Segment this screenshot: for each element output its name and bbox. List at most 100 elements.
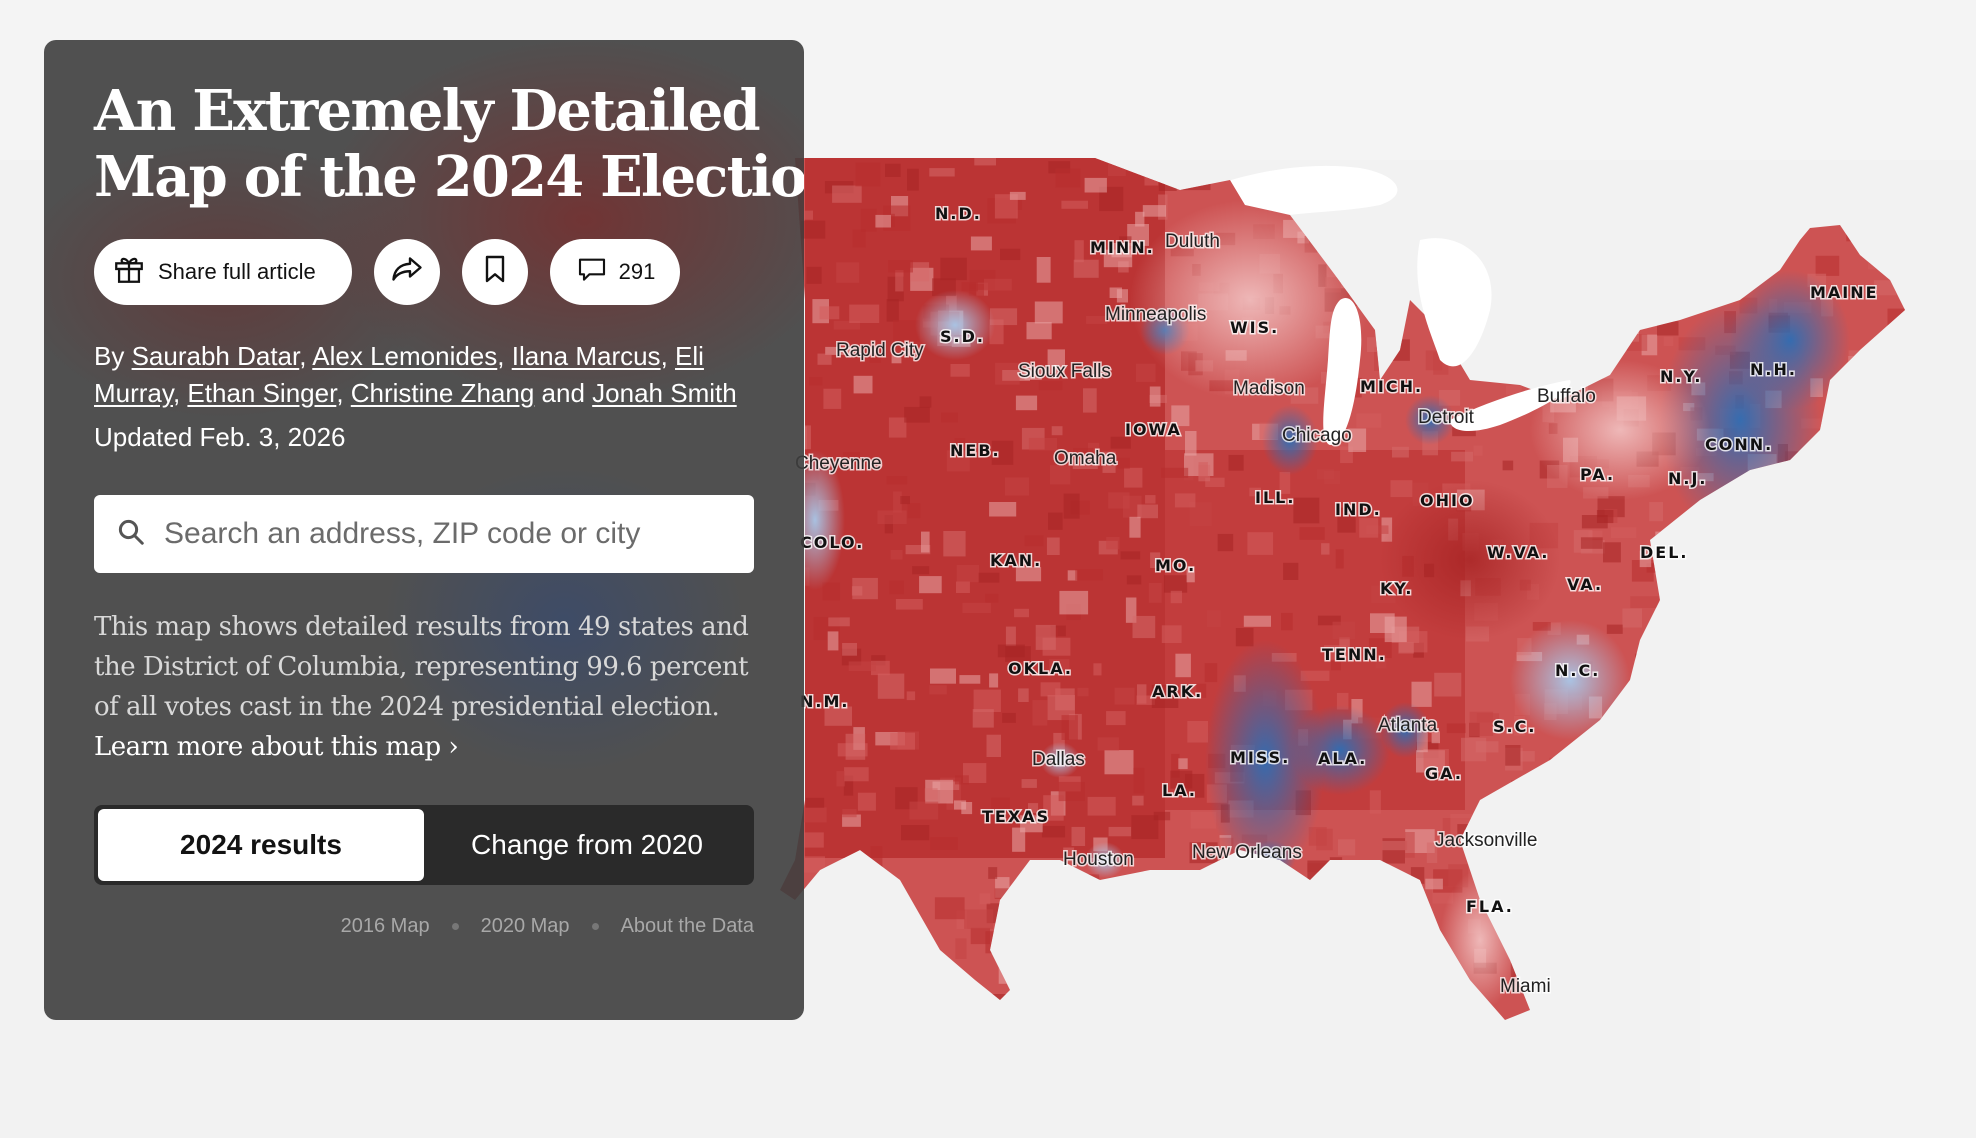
author-link[interactable]: Saurabh Datar (131, 341, 300, 371)
author-link[interactable]: Ilana Marcus (511, 341, 661, 371)
state-label: CONN. (1705, 435, 1773, 454)
byline: By Saurabh Datar, Alex Lemonides, Ilana … (94, 341, 737, 408)
state-label: S.D. (940, 327, 985, 346)
state-label: WIS. (1230, 318, 1279, 337)
search-input[interactable] (162, 516, 726, 552)
city-label: Miami (1500, 976, 1551, 997)
city-label: Minneapolis (1105, 304, 1206, 325)
state-label: TEXAS (982, 807, 1050, 826)
results-toggle: 2024 results Change from 2020 (94, 805, 754, 885)
save-button[interactable] (462, 239, 528, 305)
city-label: Buffalo (1537, 386, 1596, 407)
article-title-line-2: Map of the 2024 Election (94, 144, 804, 210)
share-full-article-button[interactable]: Share full article (94, 239, 352, 305)
share-full-article-label: Share full article (158, 259, 316, 284)
state-label: TENN. (1322, 645, 1387, 664)
bookmark-icon (479, 252, 511, 292)
byline-and: and (541, 378, 585, 408)
dem-chicago (1262, 405, 1318, 475)
dem-atlanta (1380, 702, 1430, 758)
link-about-the-data[interactable]: About the Data (620, 915, 754, 937)
author-link[interactable]: Eli Murray (94, 341, 704, 408)
state-label: S.C. (1493, 717, 1536, 736)
learn-more-link[interactable]: Learn more about this map › (94, 732, 459, 762)
address-search[interactable] (94, 495, 754, 573)
state-label: OKLA. (1008, 659, 1073, 678)
state-label: FLA. (1466, 897, 1514, 916)
link-2016-map[interactable]: 2016 Map (340, 915, 430, 937)
author-link[interactable]: Ethan Singer (187, 378, 337, 408)
city-label: Dallas (1032, 749, 1085, 770)
state-label: N.D. (935, 204, 982, 223)
state-label: N.M. (800, 692, 849, 711)
state-label: NEB. (950, 441, 1001, 460)
ocean-east (1700, 560, 1976, 1138)
city-label: Duluth (1165, 231, 1220, 252)
separator-dot (591, 923, 599, 930)
city-label: Chicago (1282, 425, 1352, 446)
city-label: Sioux Falls (1018, 361, 1111, 382)
city-label: Jacksonville (1435, 830, 1537, 851)
city-label: Rapid City (836, 340, 924, 361)
state-label: ALA. (1318, 749, 1367, 768)
dem-new-england (1730, 270, 1850, 410)
state-label: GA. (1425, 764, 1463, 783)
gift-icon (112, 252, 146, 292)
city-label: Omaha (1054, 448, 1117, 469)
toggle-change-from-2020[interactable]: Change from 2020 (471, 829, 703, 860)
state-label: N.Y. (1660, 367, 1702, 386)
state-label: KAN. (990, 551, 1042, 570)
article-actions: Share full article (94, 238, 754, 306)
state-label: N.H. (1750, 360, 1797, 379)
dem-black-belt (1290, 705, 1390, 795)
state-label: ARK. (1152, 682, 1203, 701)
state-label: MINN. (1090, 238, 1155, 257)
comments-count: 291 (618, 259, 656, 284)
dem-mississippi-delta (1205, 640, 1325, 880)
state-label: LA. (1162, 781, 1197, 800)
state-label: IOWA (1125, 420, 1182, 439)
map-description: This map shows detailed results from 49 … (94, 607, 754, 767)
search-icon (116, 517, 146, 552)
state-label: N.C. (1555, 661, 1600, 680)
lake-michigan (1323, 298, 1362, 445)
comment-icon (575, 253, 609, 291)
comments-button[interactable]: 291 (550, 239, 680, 305)
link-2020-map[interactable]: 2020 Map (480, 915, 570, 937)
updated-timestamp: Updated Feb. 3, 2026 (94, 422, 346, 452)
share-button[interactable] (374, 239, 440, 305)
separator-dot (451, 923, 459, 930)
city-labels: Duluth Minneapolis Rapid City Sioux Falls Ma… (794, 230, 1598, 999)
rep-light-upper-midwest (1130, 200, 1370, 400)
state-labels: N.D. MINN. S.D. WIS. MICH. N.Y. N.H. MAINE NEB. I… (799, 203, 1879, 918)
byline-prefix: By (94, 341, 125, 371)
state-label: OHIO (1420, 491, 1475, 510)
dem-detroit (1405, 395, 1455, 445)
state-label: VA. (1567, 575, 1603, 594)
state-label: MICH. (1360, 377, 1423, 396)
author-link[interactable]: Alex Lemonides (312, 341, 498, 371)
state-label: ILL. (1255, 488, 1295, 507)
state-label: PA. (1580, 465, 1615, 484)
rep-dark-appalachia (1380, 480, 1560, 640)
lake-huron (1417, 238, 1492, 367)
state-label: W.VA. (1487, 543, 1549, 562)
rep-light-pennsylvania (1530, 360, 1710, 500)
state-label: MISS. (1230, 748, 1290, 767)
article-panel: An Extremely Detailed Map of the 2024 El… (44, 40, 804, 1020)
state-label: MO. (1155, 556, 1196, 575)
city-label: Detroit (1418, 407, 1475, 428)
dem-nc (1510, 620, 1630, 740)
dem-dallas (1040, 742, 1080, 778)
state-label: MAINE (1810, 283, 1879, 302)
article-title-line-1: An Extremely Detailed (94, 78, 761, 144)
city-label: Cheyenne (795, 453, 882, 474)
description-text: This map shows detailed results from 49 … (94, 612, 749, 722)
author-link[interactable]: Christine Zhang (350, 378, 535, 408)
author-link[interactable]: Jonah Smith (592, 378, 737, 408)
lake-erie (1450, 380, 1571, 432)
toggle-2024-results[interactable]: 2024 results (98, 809, 424, 881)
state-label: KY. (1380, 579, 1413, 598)
city-label: Houston (1063, 849, 1134, 870)
